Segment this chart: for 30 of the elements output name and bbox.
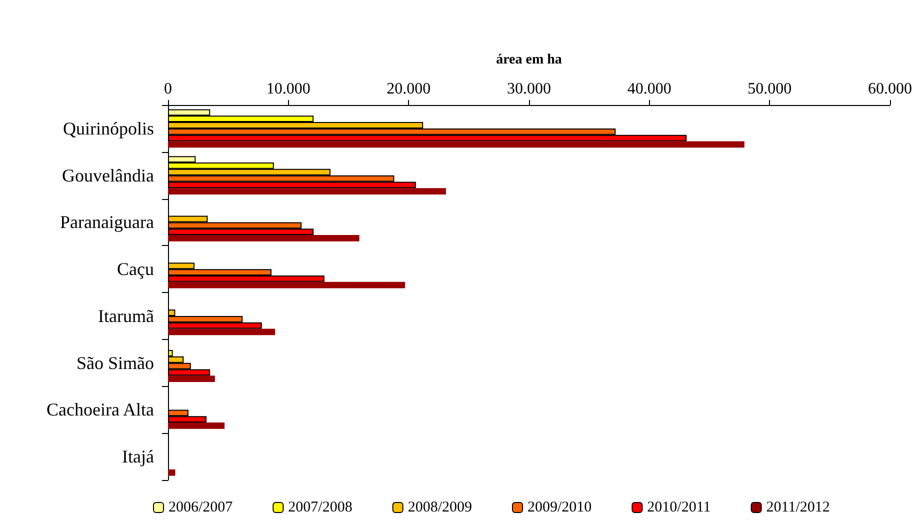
bar [168,188,446,195]
legend-label: 2010/2011 [647,500,711,516]
bar [168,469,176,476]
legend-label: 2006/2007 [168,500,234,516]
y-tick-label: Gouvelândia [62,165,154,186]
bar [168,235,360,242]
x-tick-label: 50.000 [748,80,792,98]
legend-label: 2011/2012 [766,500,830,516]
legend-label: 2008/2009 [408,500,472,516]
y-tick-label: Caçu [117,259,154,280]
x-tick-label: 60.000 [868,80,912,98]
y-tick-label: Paranaiguara [60,212,154,232]
x-tick-label: 0 [164,80,172,98]
y-tick-label: Quirinópolis [62,118,154,138]
y-tick-label: Cachoeira Alta [46,400,154,420]
bar [168,282,406,288]
bar [168,376,215,382]
x-tick-label: 30.000 [507,80,551,98]
bar [168,141,744,148]
bar [168,422,225,429]
y-tick-label: Itarumã [98,306,154,326]
bar [168,328,276,336]
x-tick-label: 20.000 [386,80,431,98]
x-axis-title: área em ha [496,52,562,68]
x-tick-label: 10.000 [266,80,310,98]
legend-label: 2007/2008 [288,500,352,516]
legend-label: 2009/2010 [528,500,592,516]
x-tick-label: 40.000 [627,80,672,98]
y-tick-label: Itajá [122,446,154,467]
y-tick-label: São Simão [76,352,154,373]
